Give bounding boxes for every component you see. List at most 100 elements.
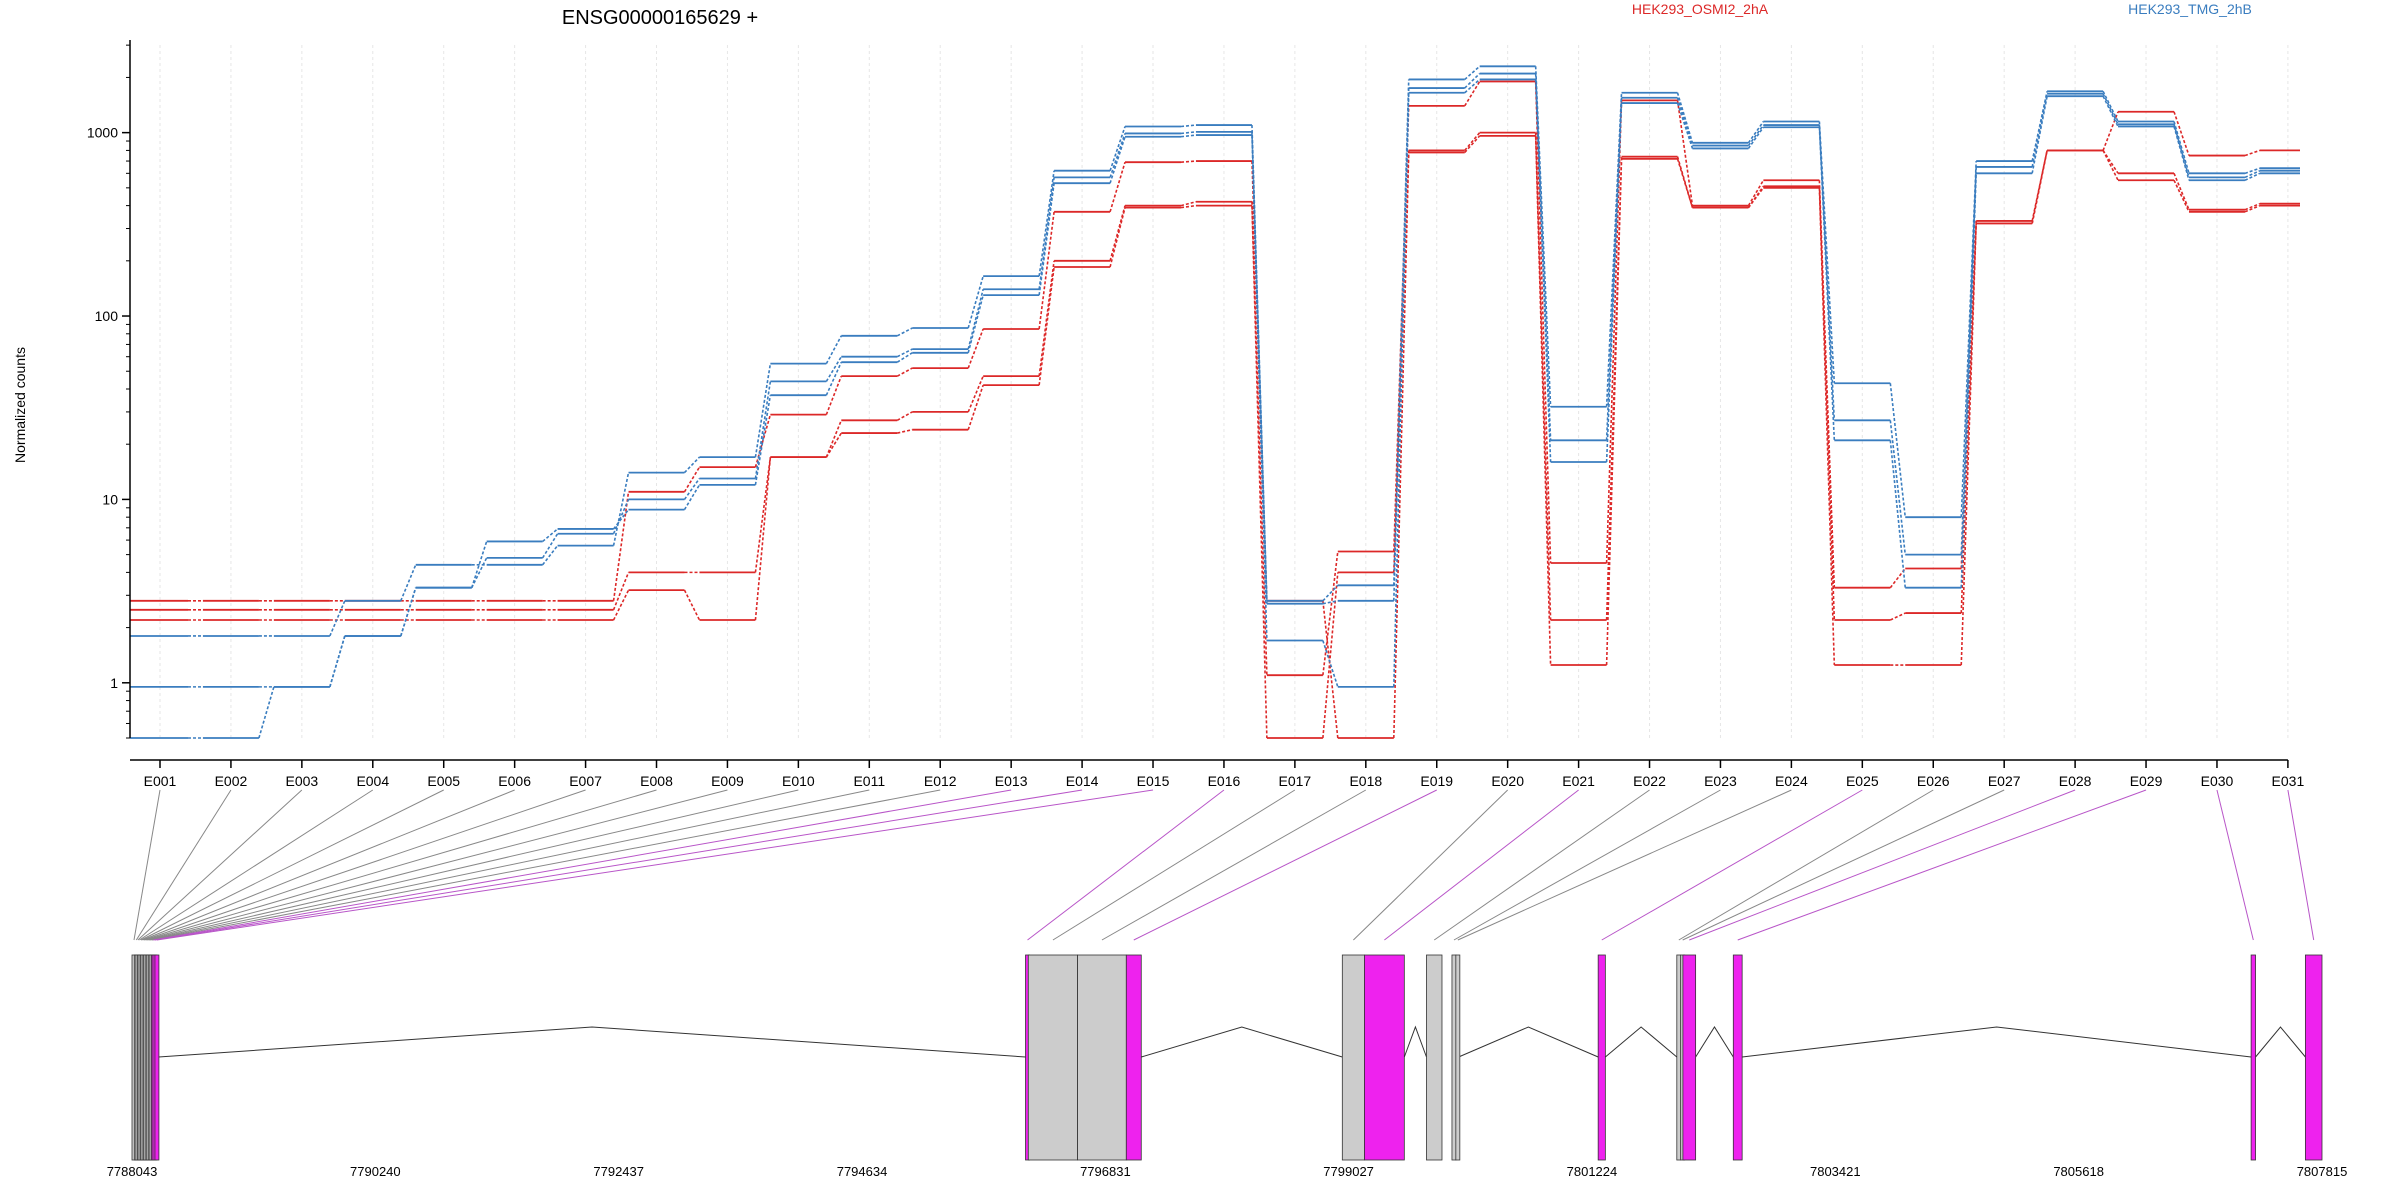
exon-connector bbox=[1133, 789, 1437, 941]
x-tick-label: E012 bbox=[924, 773, 957, 789]
series-connector bbox=[1889, 440, 1907, 588]
series-connector bbox=[1109, 207, 1126, 268]
series-connector bbox=[1605, 100, 1623, 564]
y-tick-label: 1000 bbox=[87, 125, 118, 141]
exon-connector bbox=[143, 789, 586, 941]
series-connector bbox=[1180, 204, 1197, 209]
series-connector bbox=[2102, 95, 2119, 127]
intron-line bbox=[1403, 1025, 1427, 1058]
intron-line bbox=[1605, 1026, 1678, 1058]
exon-connector bbox=[148, 789, 799, 941]
y-tick-label: 100 bbox=[95, 308, 119, 324]
series-connector bbox=[2031, 93, 2048, 168]
x-tick-label: E011 bbox=[853, 773, 885, 789]
series-connector bbox=[1747, 126, 1765, 149]
intron-line bbox=[158, 1026, 1026, 1058]
series-connector bbox=[825, 420, 843, 458]
series-connector bbox=[1818, 127, 1836, 441]
series-connector bbox=[967, 384, 984, 430]
series-connector bbox=[612, 491, 630, 601]
intron-line bbox=[1742, 1026, 2252, 1058]
x-tick-label: E015 bbox=[1137, 773, 1170, 789]
y-tick-label: 1 bbox=[110, 675, 118, 691]
series-connector bbox=[967, 289, 984, 350]
genome-tick-label: 7796831 bbox=[1080, 1164, 1131, 1179]
series-connector bbox=[1322, 572, 1339, 739]
exon-connector bbox=[1457, 789, 1792, 941]
genome-axis: 7788043 7790240 7792437 7794634 7796831 77990… bbox=[107, 1164, 2348, 1179]
series-connector bbox=[1960, 173, 1977, 588]
series-connector bbox=[1180, 134, 1197, 138]
exon-connector bbox=[1101, 789, 1367, 941]
exon-block bbox=[1455, 954, 1461, 1161]
series-connector bbox=[1393, 152, 1410, 739]
series-2 bbox=[130, 134, 2300, 739]
series-connector bbox=[1818, 187, 1836, 666]
series-connector bbox=[1464, 78, 1481, 94]
series-connector bbox=[400, 564, 417, 602]
exon-connector bbox=[1453, 789, 1721, 941]
exon-connector bbox=[1601, 789, 1863, 941]
exon-connector bbox=[151, 789, 941, 941]
genome-tick-label: 7794634 bbox=[837, 1164, 888, 1179]
series-connector bbox=[1889, 568, 1906, 589]
series-connector bbox=[2102, 93, 2119, 125]
series-connector bbox=[400, 587, 417, 637]
series-connector bbox=[470, 541, 488, 588]
series-connector bbox=[1747, 124, 1765, 147]
series-connector bbox=[896, 327, 913, 337]
series-connector bbox=[754, 414, 772, 468]
series-connector bbox=[683, 456, 701, 474]
genome-tick-label: 7807815 bbox=[2297, 1164, 2348, 1179]
x-tick-label: E006 bbox=[498, 773, 531, 789]
series-connector bbox=[1109, 136, 1126, 184]
intron-line bbox=[1695, 1026, 1734, 1058]
legend-item-tmg: HEK293_TMG_2hB bbox=[2128, 1, 2252, 17]
x-tick-label: E008 bbox=[640, 773, 673, 789]
genome-tick-label: 7799027 bbox=[1323, 1164, 1374, 1179]
series-connector bbox=[754, 457, 772, 621]
series-connector bbox=[1534, 79, 1552, 463]
exon-connector bbox=[153, 789, 1012, 941]
x-tick-label: E031 bbox=[2272, 773, 2305, 789]
exon-block bbox=[1077, 954, 1127, 1161]
x-tick-label: E014 bbox=[1066, 773, 1099, 789]
series-connector bbox=[1038, 183, 1055, 296]
series-connector bbox=[2244, 149, 2261, 157]
y-axis-label: Normalized counts bbox=[12, 347, 28, 463]
series-connector bbox=[896, 411, 913, 422]
x-tick-label: E010 bbox=[782, 773, 815, 789]
exon-connector bbox=[135, 789, 232, 941]
series-connector bbox=[1605, 158, 1623, 666]
series-connector bbox=[1109, 126, 1126, 171]
series-connector bbox=[1109, 133, 1126, 178]
exon-connector bbox=[1689, 789, 2076, 941]
series-connector bbox=[1747, 185, 1765, 209]
plot-series bbox=[130, 65, 2300, 739]
series-connector bbox=[967, 275, 984, 329]
exon-connector bbox=[1384, 789, 1579, 941]
series-connector bbox=[825, 335, 843, 365]
x-tick-label: E030 bbox=[2201, 773, 2234, 789]
series-connector bbox=[1322, 584, 1339, 602]
genome-tick-label: 7788043 bbox=[107, 1164, 158, 1179]
x-tick-label: E004 bbox=[356, 773, 389, 789]
legend-item-osmi2: HEK293_OSMI2_2hA bbox=[1632, 1, 1769, 17]
series-connector bbox=[1676, 92, 1694, 144]
series-connector bbox=[1889, 612, 1906, 621]
series-connector bbox=[542, 528, 559, 543]
exon-connector bbox=[142, 789, 515, 941]
x-tick-label: E029 bbox=[2130, 773, 2163, 789]
exon-connector bbox=[2287, 789, 2315, 941]
plot-axes: 1 10 100 1000 E001 E002 E003 E004 E005 E006 E007 E0… bbox=[87, 40, 2305, 789]
exon-block bbox=[1676, 954, 1682, 1161]
exon-connector bbox=[1353, 789, 1509, 941]
series-connector bbox=[612, 472, 630, 546]
series-connector bbox=[1038, 266, 1055, 386]
series-connector bbox=[258, 686, 275, 739]
exon-connector bbox=[1682, 789, 2005, 941]
series-connector bbox=[754, 395, 772, 486]
series-connector bbox=[967, 328, 984, 369]
x-tick-label: E001 bbox=[144, 773, 177, 789]
series-connector bbox=[1747, 187, 1765, 209]
